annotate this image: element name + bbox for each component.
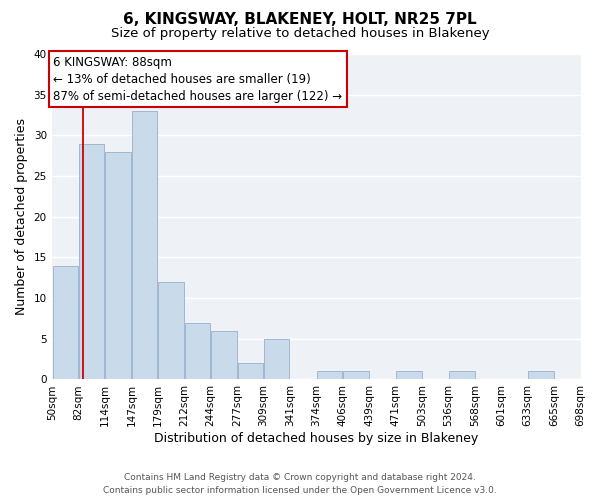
Bar	[449, 372, 475, 380]
Bar	[185, 322, 211, 380]
Y-axis label: Number of detached properties: Number of detached properties	[15, 118, 28, 315]
Bar	[264, 339, 289, 380]
Bar	[343, 372, 368, 380]
Bar	[528, 372, 554, 380]
Bar	[211, 330, 236, 380]
Text: 6 KINGSWAY: 88sqm
← 13% of detached houses are smaller (19)
87% of semi-detached: 6 KINGSWAY: 88sqm ← 13% of detached hous…	[53, 56, 343, 102]
Text: Contains HM Land Registry data © Crown copyright and database right 2024.
Contai: Contains HM Land Registry data © Crown c…	[103, 474, 497, 495]
Bar	[105, 152, 131, 380]
Bar	[238, 363, 263, 380]
Text: 6, KINGSWAY, BLAKENEY, HOLT, NR25 7PL: 6, KINGSWAY, BLAKENEY, HOLT, NR25 7PL	[123, 12, 477, 28]
Text: Size of property relative to detached houses in Blakeney: Size of property relative to detached ho…	[110, 28, 490, 40]
Bar	[396, 372, 422, 380]
X-axis label: Distribution of detached houses by size in Blakeney: Distribution of detached houses by size …	[154, 432, 478, 445]
Bar	[79, 144, 104, 380]
Bar	[158, 282, 184, 380]
Bar	[53, 266, 79, 380]
Bar	[132, 111, 157, 380]
Bar	[317, 372, 343, 380]
